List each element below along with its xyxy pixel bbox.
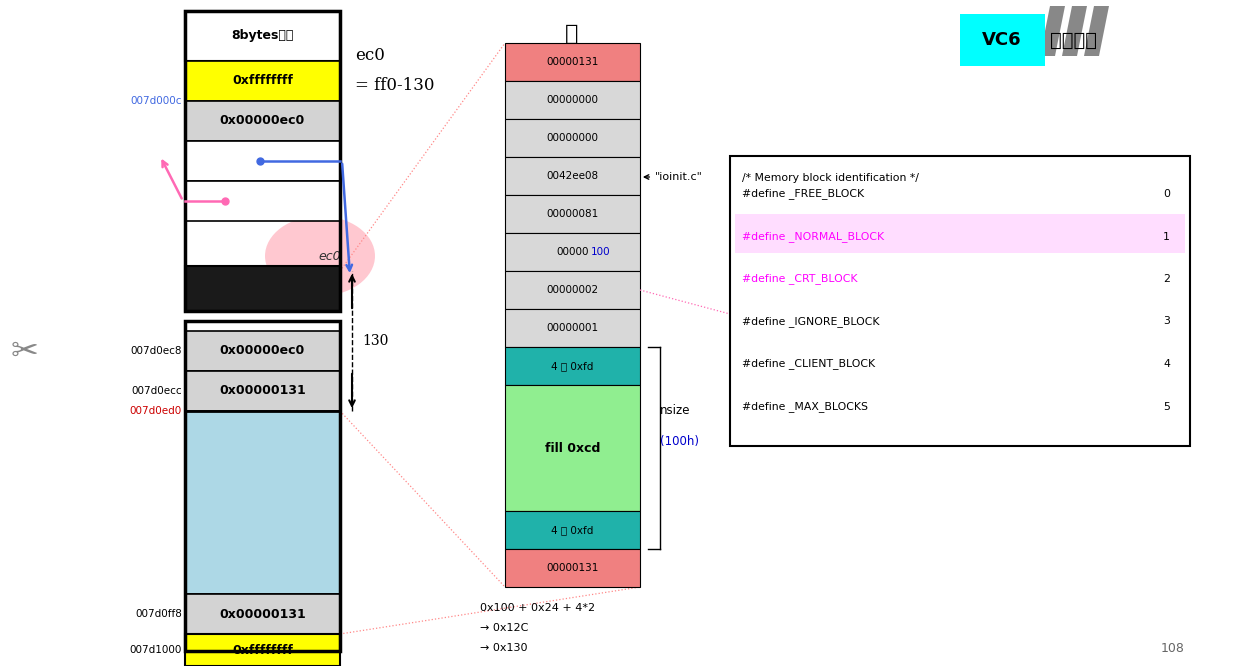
Text: 00000000: 00000000 bbox=[546, 95, 599, 105]
Bar bbox=[185, 11, 340, 311]
Bar bbox=[505, 549, 640, 587]
Text: 0042ee08: 0042ee08 bbox=[546, 171, 599, 181]
Bar bbox=[185, 141, 340, 181]
Text: (100h): (100h) bbox=[660, 434, 699, 448]
Text: 0x00000ec0: 0x00000ec0 bbox=[220, 344, 306, 358]
Text: 00000131: 00000131 bbox=[546, 563, 599, 573]
Text: VC6: VC6 bbox=[982, 31, 1022, 49]
Bar bbox=[505, 309, 640, 347]
Bar bbox=[185, 634, 340, 666]
Text: 1: 1 bbox=[1163, 232, 1170, 242]
Text: ec0: ec0 bbox=[355, 47, 385, 65]
Text: 4 個 0xfd: 4 個 0xfd bbox=[551, 361, 594, 371]
Bar bbox=[185, 634, 340, 651]
Text: 007d0ed0: 007d0ed0 bbox=[129, 406, 183, 416]
Text: #define _MAX_BLOCKS: #define _MAX_BLOCKS bbox=[741, 401, 868, 412]
Bar bbox=[505, 43, 640, 81]
Text: 8bytes保留: 8bytes保留 bbox=[231, 29, 293, 43]
Text: 007d000c: 007d000c bbox=[130, 96, 183, 106]
Text: "ioinit.c": "ioinit.c" bbox=[645, 172, 703, 182]
Bar bbox=[735, 214, 1185, 252]
Bar bbox=[185, 266, 340, 311]
Text: 00000000: 00000000 bbox=[546, 133, 599, 143]
Text: #define _IGNORE_BLOCK: #define _IGNORE_BLOCK bbox=[741, 316, 879, 327]
Text: 130: 130 bbox=[361, 334, 389, 348]
Text: 0xffffffff: 0xffffffff bbox=[232, 75, 293, 87]
Text: 00000131: 00000131 bbox=[546, 57, 599, 67]
Polygon shape bbox=[1062, 6, 1087, 56]
Bar bbox=[185, 181, 340, 221]
Text: 00000081: 00000081 bbox=[546, 209, 599, 219]
Bar bbox=[185, 594, 340, 634]
Text: → 0x130: → 0x130 bbox=[479, 643, 528, 653]
Bar bbox=[185, 11, 340, 61]
Text: 007d0ecc: 007d0ecc bbox=[132, 386, 183, 396]
Bar bbox=[505, 511, 640, 549]
Text: → 0x12C: → 0x12C bbox=[479, 623, 528, 633]
Text: 2: 2 bbox=[1163, 274, 1170, 284]
Bar bbox=[505, 195, 640, 233]
Bar bbox=[505, 347, 640, 385]
Text: 0x00000131: 0x00000131 bbox=[219, 607, 306, 621]
Bar bbox=[185, 331, 340, 371]
Bar bbox=[185, 61, 340, 101]
Text: ec0: ec0 bbox=[319, 250, 342, 262]
Text: 0x00000131: 0x00000131 bbox=[219, 384, 306, 398]
Text: 3: 3 bbox=[1163, 316, 1170, 326]
Text: = ff0-130: = ff0-130 bbox=[355, 77, 435, 95]
Text: #define _NORMAL_BLOCK: #define _NORMAL_BLOCK bbox=[741, 231, 884, 242]
Text: #define _CRT_BLOCK: #define _CRT_BLOCK bbox=[741, 274, 857, 284]
Polygon shape bbox=[1040, 6, 1064, 56]
Text: #define _FREE_BLOCK: #define _FREE_BLOCK bbox=[741, 188, 864, 199]
Bar bbox=[185, 371, 340, 411]
Text: 00000002: 00000002 bbox=[546, 285, 599, 295]
Bar bbox=[505, 157, 640, 195]
Bar bbox=[730, 156, 1190, 446]
Text: 内存分配: 内存分配 bbox=[1049, 31, 1097, 49]
Bar bbox=[505, 81, 640, 119]
Bar bbox=[505, 233, 640, 271]
Text: 100: 100 bbox=[591, 247, 610, 257]
Text: #define _CLIENT_BLOCK: #define _CLIENT_BLOCK bbox=[741, 358, 876, 370]
Text: 007d1000: 007d1000 bbox=[129, 645, 183, 655]
Bar bbox=[505, 119, 640, 157]
Text: 5: 5 bbox=[1163, 402, 1170, 412]
Text: 0x00000ec0: 0x00000ec0 bbox=[220, 115, 306, 127]
Text: 0x100 + 0x24 + 4*2: 0x100 + 0x24 + 4*2 bbox=[479, 603, 595, 613]
Text: nsize: nsize bbox=[660, 404, 691, 418]
Ellipse shape bbox=[265, 216, 375, 296]
Text: 4 個 0xfd: 4 個 0xfd bbox=[551, 525, 594, 535]
Text: ✂: ✂ bbox=[11, 334, 39, 368]
Text: 00000: 00000 bbox=[556, 247, 589, 257]
Text: 0: 0 bbox=[1163, 189, 1170, 199]
Text: fill 0xcd: fill 0xcd bbox=[545, 442, 600, 454]
Text: 108: 108 bbox=[1161, 641, 1185, 655]
Bar bbox=[960, 14, 1045, 66]
Text: 007d0ff8: 007d0ff8 bbox=[135, 609, 183, 619]
Polygon shape bbox=[1084, 6, 1109, 56]
Text: 00000001: 00000001 bbox=[546, 323, 599, 333]
Text: 4: 4 bbox=[1163, 359, 1170, 369]
Text: /* Memory block identification */: /* Memory block identification */ bbox=[741, 173, 919, 183]
Text: 007d0ec8: 007d0ec8 bbox=[130, 346, 183, 356]
Bar bbox=[505, 385, 640, 511]
Bar bbox=[185, 411, 340, 594]
Text: 0xffffffff: 0xffffffff bbox=[232, 643, 293, 657]
Text: 🏃: 🏃 bbox=[565, 24, 579, 44]
Bar bbox=[185, 101, 340, 141]
Bar bbox=[505, 271, 640, 309]
Bar bbox=[185, 321, 340, 651]
